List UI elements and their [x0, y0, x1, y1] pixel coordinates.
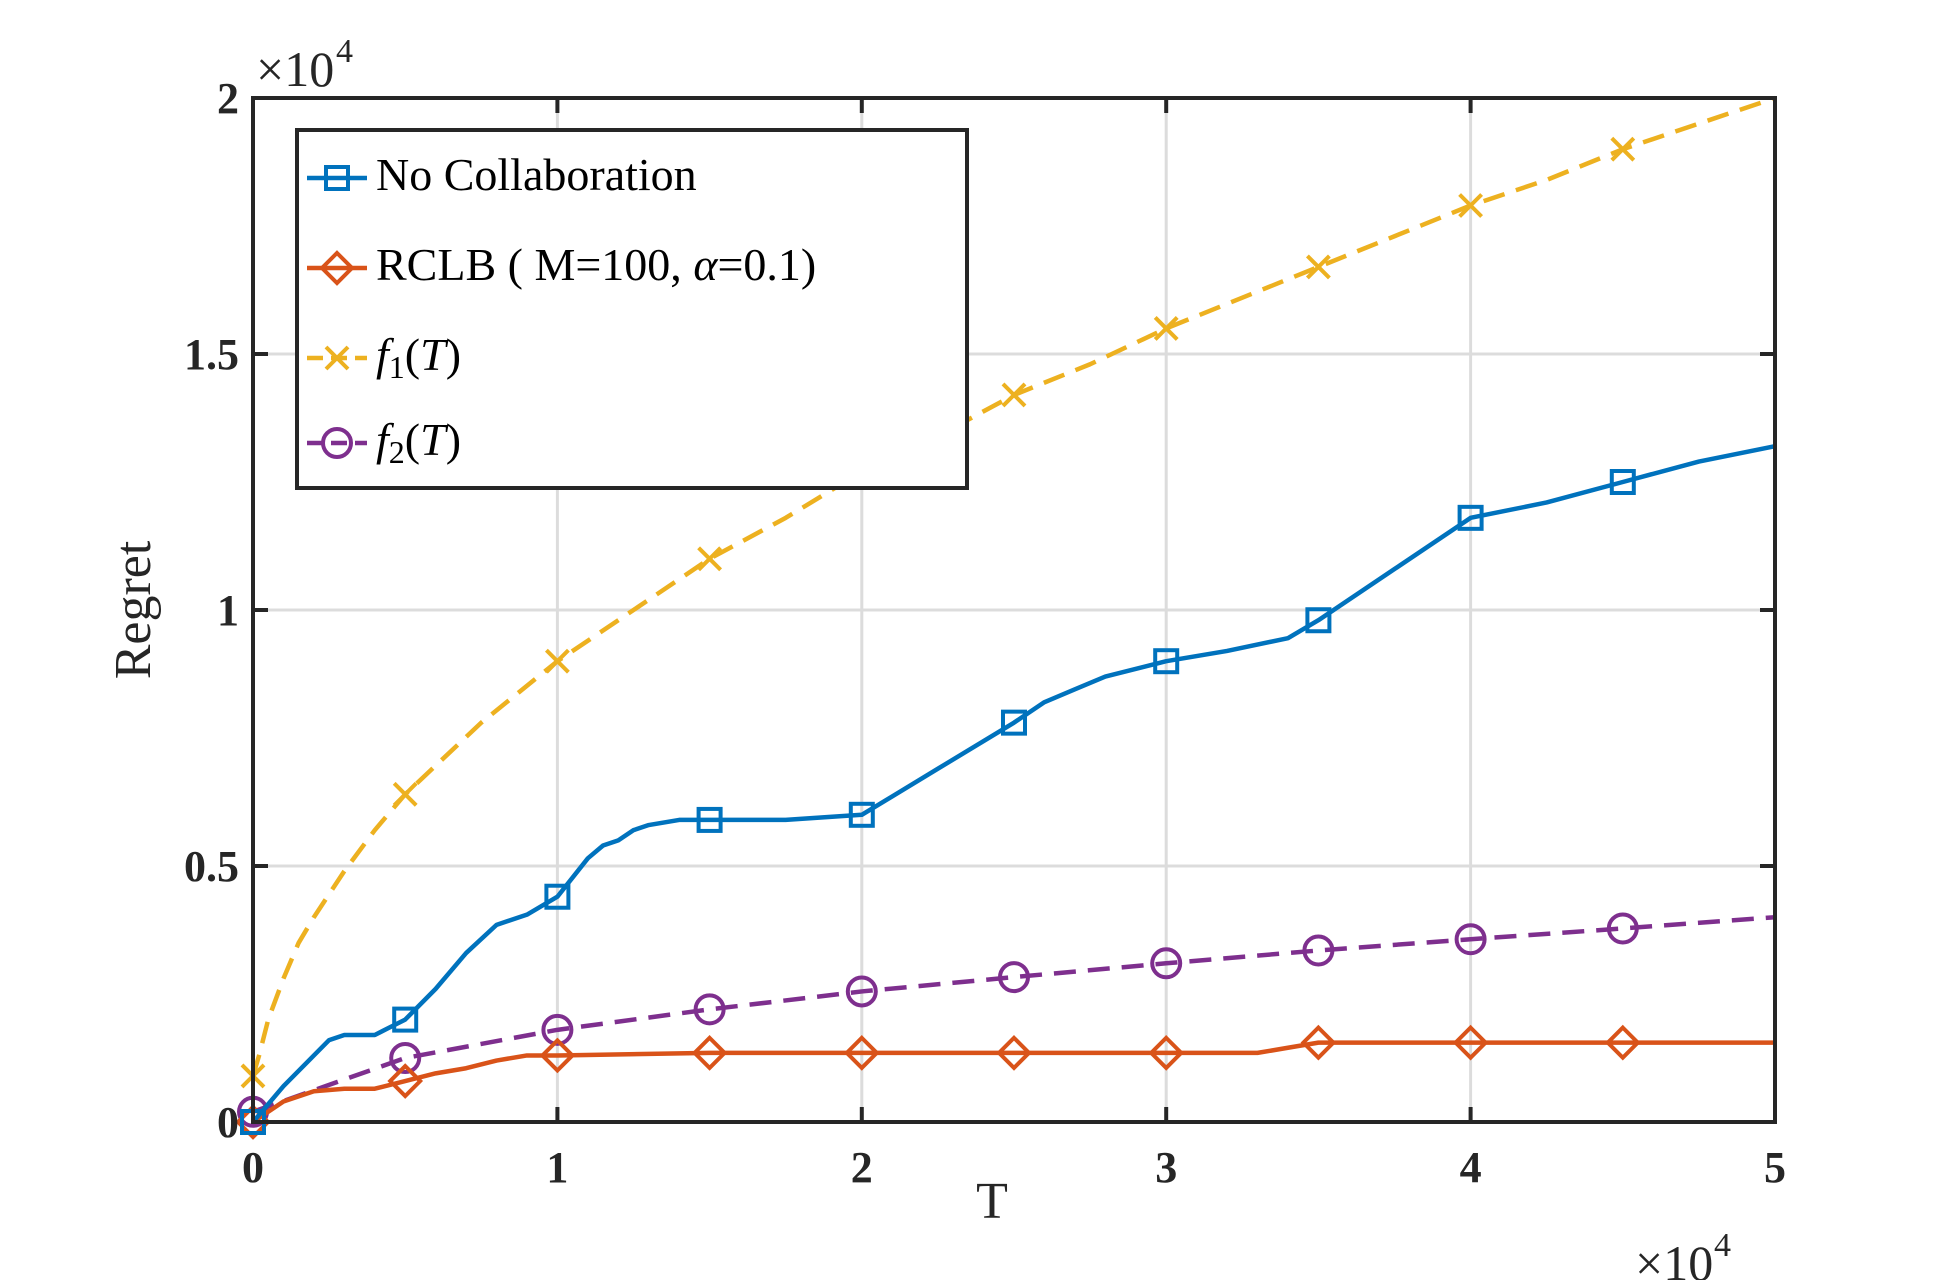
legend-label-f2: f2(T)	[376, 414, 461, 470]
data-point-square	[1457, 504, 1484, 531]
legend-entry-f2: f2(T)	[307, 414, 461, 470]
data-point-circle	[1302, 934, 1335, 967]
data-point-diamond	[1300, 1024, 1337, 1061]
legend-marker-x	[324, 345, 350, 371]
series-3	[237, 912, 1776, 1128]
data-point-square	[544, 883, 571, 910]
legend-symbol-cross	[307, 345, 367, 371]
legend-box	[295, 128, 969, 490]
data-point-circle	[541, 1013, 574, 1046]
data-point-circle	[1454, 923, 1487, 956]
legend-entry-rclb: RCLB ( M=100, α=0.1)	[307, 239, 816, 290]
svg-text:×10: ×10	[256, 41, 334, 97]
y-tick-label: 1	[217, 586, 239, 635]
data-point-circle	[1606, 912, 1639, 945]
x-axis-label: T	[976, 1173, 1008, 1230]
x-tick-label: 3	[1155, 1143, 1177, 1192]
series-line	[252, 914, 1776, 1114]
legend-marker-circle	[321, 427, 353, 459]
legend-label-f1: f1(T)	[376, 329, 461, 385]
data-point-x	[544, 648, 570, 674]
y-tick-label: 1.5	[184, 330, 239, 379]
data-point-square	[1153, 648, 1180, 675]
data-point-diamond	[387, 1063, 424, 1099]
x-tick-label: 2	[851, 1143, 873, 1192]
data-point-diamond	[539, 1037, 576, 1074]
axis-ticks: 0 1 2 3 4 5 0 0.5 1 1.5 2	[184, 74, 1786, 1192]
data-point-circle	[389, 1042, 422, 1074]
data-point-square	[392, 1006, 419, 1033]
y-tick-label: 0	[217, 1098, 239, 1147]
y-exponent: ×10 4	[256, 33, 353, 97]
series-lines	[235, 95, 1776, 1140]
x-tick-label: 4	[1460, 1143, 1482, 1192]
y-tick-label: 2	[217, 74, 239, 123]
data-point-x	[1001, 382, 1027, 408]
data-point-x	[1305, 254, 1331, 280]
data-point-square	[1001, 709, 1027, 736]
x-tick-label: 0	[242, 1143, 264, 1192]
legend-symbol-circle	[307, 427, 367, 459]
legend-marker-diamond	[319, 250, 355, 286]
data-point-diamond	[691, 1035, 728, 1071]
legend: No Collaboration RCLB ( M=100, α=0.1) f1…	[295, 128, 969, 490]
data-point-x	[697, 546, 723, 572]
legend-label-no-collaboration: No Collaboration	[376, 149, 697, 200]
legend-marker-square	[324, 165, 350, 191]
legend-label-rclb: RCLB ( M=100, α=0.1)	[376, 239, 816, 290]
svg-text:×10: ×10	[1635, 1235, 1713, 1280]
legend-symbol-square	[307, 165, 367, 191]
data-point-x	[392, 781, 418, 807]
data-point-diamond	[1148, 1035, 1185, 1071]
data-point-diamond	[843, 1035, 880, 1071]
data-point-square	[1609, 469, 1636, 495]
data-point-square	[696, 806, 723, 833]
series-line	[251, 1040, 1775, 1124]
x-tick-label: 5	[1764, 1143, 1786, 1192]
data-point-circle	[845, 975, 878, 1008]
series-1	[235, 1024, 1775, 1140]
y-axis-label: Regret	[105, 540, 162, 679]
data-point-square	[848, 801, 875, 828]
series-line	[251, 443, 1776, 1124]
data-point-circle	[998, 961, 1030, 994]
data-point-diamond	[1452, 1024, 1489, 1061]
series-0	[240, 443, 1776, 1135]
data-point-x	[1610, 136, 1636, 162]
legend-entry-no-collaboration: No Collaboration	[307, 149, 697, 200]
series-line	[250, 95, 1776, 1077]
data-point-diamond	[1604, 1024, 1641, 1061]
svg-text:4: 4	[1714, 1227, 1731, 1264]
data-point-diamond	[996, 1035, 1032, 1071]
x-tick-label: 1	[546, 1143, 568, 1192]
data-point-x	[1458, 193, 1484, 218]
data-point-circle	[1150, 947, 1183, 980]
y-tick-label: 0.5	[184, 842, 239, 891]
legend-symbol-diamond	[307, 250, 367, 286]
legend-entry-f1: f1(T)	[307, 329, 461, 385]
data-point-square	[1305, 607, 1332, 634]
data-point-circle	[693, 993, 726, 1026]
svg-text:4: 4	[336, 33, 353, 70]
data-point-x	[1153, 315, 1179, 341]
x-exponent: ×10 4	[1635, 1227, 1731, 1280]
